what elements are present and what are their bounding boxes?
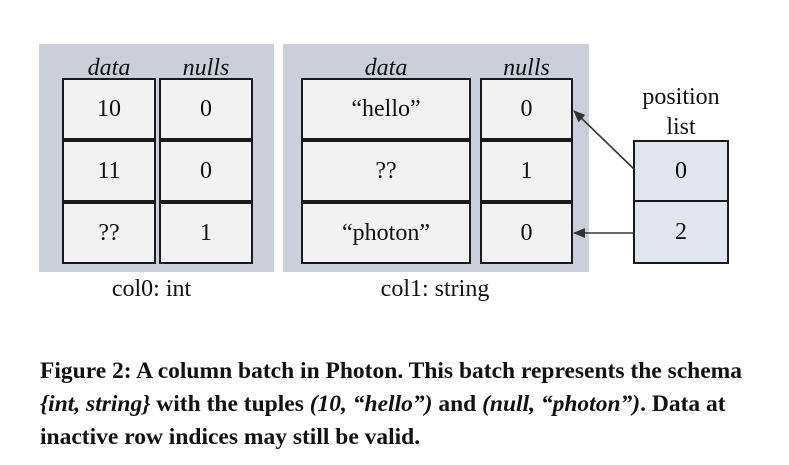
col1-data-cell-0: “hello” bbox=[301, 78, 471, 140]
caption-text-2: with the tuples bbox=[150, 391, 310, 417]
col1-nulls-cell-0: 0 bbox=[480, 78, 573, 140]
col1-data-header: data bbox=[364, 55, 408, 81]
position-list-cell-1: 2 bbox=[633, 200, 729, 264]
col1-nulls-cell-2: 0 bbox=[480, 202, 573, 264]
col1-data-cell-1: ?? bbox=[301, 140, 471, 202]
caption-tuple-2: (null, “photon”) bbox=[482, 391, 641, 417]
col1-nulls-cell-1: 1 bbox=[480, 140, 573, 202]
col0-data-cell-1: 11 bbox=[62, 140, 156, 202]
position-list-title-line2: list bbox=[666, 114, 696, 140]
caption-text-4: . Data at inactive row indices may still… bbox=[40, 391, 726, 450]
figure-caption: Figure 2: A column batch in Photon. This… bbox=[40, 355, 770, 454]
caption-tuple-1: (10, “hello”) bbox=[309, 391, 433, 417]
arrow-to-row-0 bbox=[573, 110, 636, 171]
col1-data-cell-2: “photon” bbox=[301, 202, 471, 264]
caption-text-1: Figure 2: A column batch in Photon. This… bbox=[40, 358, 743, 384]
position-list-cell-0: 0 bbox=[633, 140, 729, 202]
caption-schema: {int, string} bbox=[40, 391, 151, 417]
position-list-title-line1: position bbox=[642, 84, 720, 110]
col0-nulls-cell-2: 1 bbox=[159, 202, 253, 264]
col0-data-cell-0: 10 bbox=[62, 78, 156, 140]
col1-nulls-header: nulls bbox=[503, 55, 550, 81]
caption-text-3: and bbox=[432, 391, 483, 417]
col1-type-label: col1: string bbox=[380, 276, 490, 302]
col0-data-cell-2: ?? bbox=[62, 202, 156, 264]
col0-type-label: col0: int bbox=[111, 276, 192, 302]
col0-nulls-cell-1: 0 bbox=[159, 140, 253, 202]
col0-nulls-cell-0: 0 bbox=[159, 78, 253, 140]
col0-nulls-header: nulls bbox=[182, 55, 230, 81]
col0-data-header: data bbox=[87, 55, 131, 81]
